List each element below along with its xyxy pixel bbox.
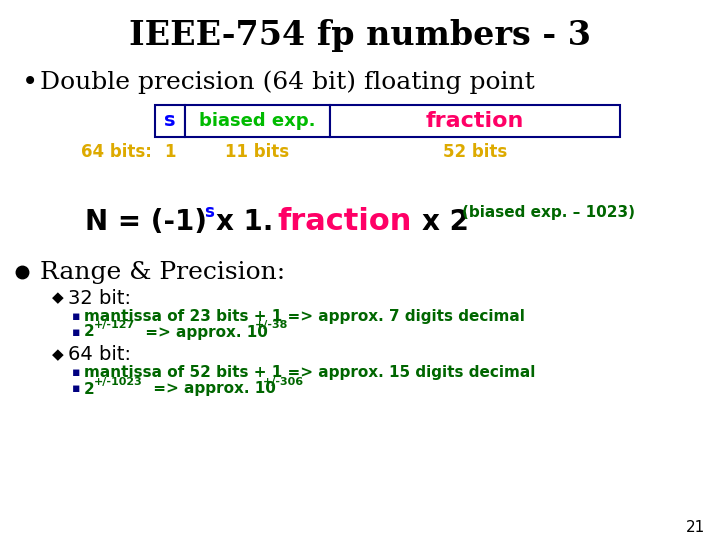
- Text: s: s: [164, 111, 176, 131]
- Text: Double precision (64 bit) floating point: Double precision (64 bit) floating point: [40, 70, 535, 94]
- Text: fraction: fraction: [277, 207, 411, 237]
- Text: 2: 2: [84, 381, 95, 396]
- Text: 52 bits: 52 bits: [443, 143, 507, 161]
- Text: => approx. 10: => approx. 10: [140, 325, 268, 340]
- Text: +/-306: +/-306: [263, 377, 304, 387]
- Text: ◆: ◆: [52, 291, 64, 306]
- Text: x 1.: x 1.: [216, 208, 274, 236]
- Text: fraction: fraction: [426, 111, 524, 131]
- Text: ◆: ◆: [52, 348, 64, 362]
- Text: 64 bits:: 64 bits:: [81, 143, 152, 161]
- Text: 2: 2: [84, 325, 95, 340]
- Bar: [155, 105, 185, 137]
- Text: 64 bit:: 64 bit:: [68, 346, 131, 365]
- Bar: [330, 105, 620, 137]
- Text: ▪: ▪: [72, 367, 81, 380]
- Text: IEEE-754 fp numbers - 3: IEEE-754 fp numbers - 3: [129, 18, 591, 51]
- Text: mantissa of 23 bits + 1 => approx. 7 digits decimal: mantissa of 23 bits + 1 => approx. 7 dig…: [84, 308, 525, 323]
- Text: biased exp.: biased exp.: [199, 112, 316, 130]
- Text: s: s: [204, 203, 214, 221]
- Text: N = (-1): N = (-1): [85, 208, 207, 236]
- Text: Range & Precision:: Range & Precision:: [40, 260, 285, 284]
- Text: ▪: ▪: [72, 382, 81, 395]
- Text: +/-1023: +/-1023: [94, 377, 143, 387]
- Text: 21: 21: [685, 521, 705, 536]
- Text: +/-127: +/-127: [94, 320, 135, 330]
- Text: 1: 1: [164, 143, 176, 161]
- Text: ▪: ▪: [72, 326, 81, 339]
- Bar: [185, 105, 330, 137]
- Text: mantissa of 52 bits + 1 => approx. 15 digits decimal: mantissa of 52 bits + 1 => approx. 15 di…: [84, 366, 536, 381]
- Text: •: •: [22, 68, 38, 96]
- Text: +/-38: +/-38: [255, 320, 289, 330]
- Text: (biased exp. – 1023): (biased exp. – 1023): [462, 205, 635, 219]
- Text: ▪: ▪: [72, 309, 81, 322]
- Text: 32 bit:: 32 bit:: [68, 288, 131, 307]
- Text: 11 bits: 11 bits: [225, 143, 289, 161]
- Text: => approx. 10: => approx. 10: [148, 381, 276, 396]
- Text: x 2: x 2: [422, 208, 469, 236]
